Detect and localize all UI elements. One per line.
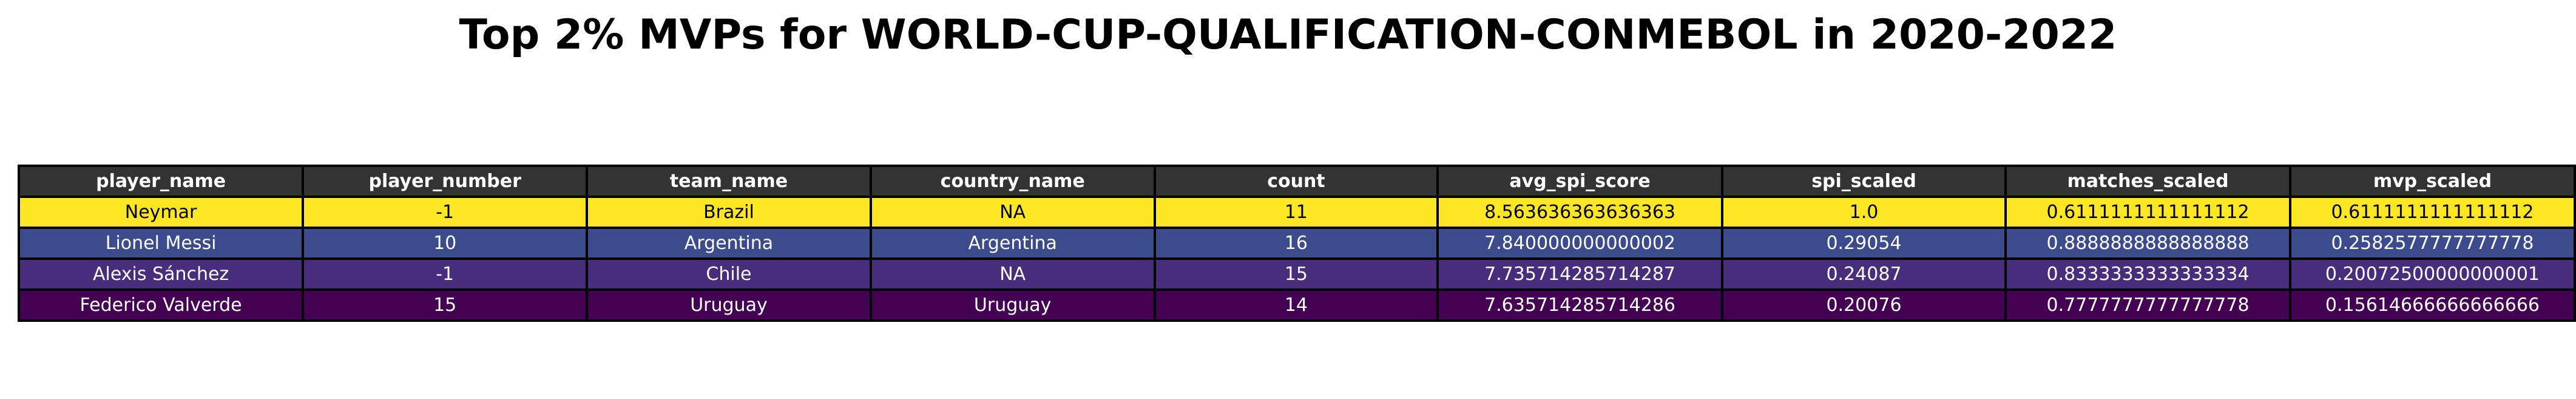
table-cell: 0.20076	[1720, 288, 2007, 322]
table-cell: Alexis Sánchez	[17, 257, 305, 291]
table-row: Lionel Messi 10 Argentina Argentina 16 7.8400…	[17, 227, 2576, 260]
column-header: team_name	[586, 165, 872, 198]
table-cell: 0.6111111111111112	[2004, 196, 2291, 229]
table-cell: Neymar	[17, 196, 305, 229]
table-cell: 0.8888888888888888	[2004, 227, 2291, 260]
table-cell: 0.24087	[1720, 257, 2007, 291]
column-header: spi_scaled	[1720, 165, 2007, 198]
table-cell: Uruguay	[869, 288, 1156, 322]
table-cell: 0.2582577777777778	[2288, 227, 2576, 260]
table-cell: Federico Valverde	[17, 288, 305, 322]
column-header: count	[1153, 165, 1439, 198]
column-header: mvp_scaled	[2288, 165, 2576, 198]
table-cell: NA	[869, 196, 1156, 229]
mvp-table: player_name player_number team_name coun…	[17, 165, 2576, 322]
table-row: Neymar -1 Brazil NA 11 8.563636363636363 1.0 0.…	[17, 196, 2576, 229]
column-header: country_name	[869, 165, 1156, 198]
table-cell: Lionel Messi	[17, 227, 305, 260]
column-header: player_name	[17, 165, 305, 198]
table-cell: 0.7777777777777778	[2004, 288, 2291, 322]
table-cell: 15	[1153, 257, 1439, 291]
table-cell: 8.563636363636363	[1436, 196, 1723, 229]
table-cell: 15	[302, 288, 589, 322]
table-cell: Argentina	[869, 227, 1156, 260]
table-row: Alexis Sánchez -1 Chile NA 15 7.7357142857142…	[17, 257, 2576, 291]
table-cell: -1	[302, 196, 589, 229]
table-cell: 16	[1153, 227, 1439, 260]
column-header: avg_spi_score	[1436, 165, 1723, 198]
column-header: player_number	[302, 165, 589, 198]
table-row: Federico Valverde 15 Uruguay Uruguay 14 7.635…	[17, 288, 2576, 322]
table-header: player_name player_number team_name coun…	[17, 165, 2576, 198]
table-cell: 14	[1153, 288, 1439, 322]
mvp-table-container: player_name player_number team_name coun…	[17, 165, 2576, 322]
table-cell: Chile	[586, 257, 872, 291]
table-cell: NA	[869, 257, 1156, 291]
table-cell: Argentina	[586, 227, 872, 260]
column-header: matches_scaled	[2004, 165, 2291, 198]
table-cell: 11	[1153, 196, 1439, 229]
table-cell: 0.20072500000000001	[2288, 257, 2576, 291]
table-cell: 1.0	[1720, 196, 2007, 229]
table-cell: 7.840000000000002	[1436, 227, 1723, 260]
table-cell: 7.735714285714287	[1436, 257, 1723, 291]
chart-title: Top 2% MVPs for WORLD-CUP-QUALIFICATION-…	[459, 11, 2117, 59]
table-body: Neymar -1 Brazil NA 11 8.563636363636363 1.0 0.…	[17, 196, 2576, 322]
table-cell: 0.8333333333333334	[2004, 257, 2291, 291]
table-cell: 0.29054	[1720, 227, 2007, 260]
table-cell: -1	[302, 257, 589, 291]
table-cell: Brazil	[586, 196, 872, 229]
table-cell: Uruguay	[586, 288, 872, 322]
table-cell: 0.6111111111111112	[2288, 196, 2576, 229]
table-cell: 10	[302, 227, 589, 260]
table-cell: 7.635714285714286	[1436, 288, 1723, 322]
table-cell: 0.15614666666666666	[2288, 288, 2576, 322]
header-row: player_name player_number team_name coun…	[17, 165, 2576, 198]
